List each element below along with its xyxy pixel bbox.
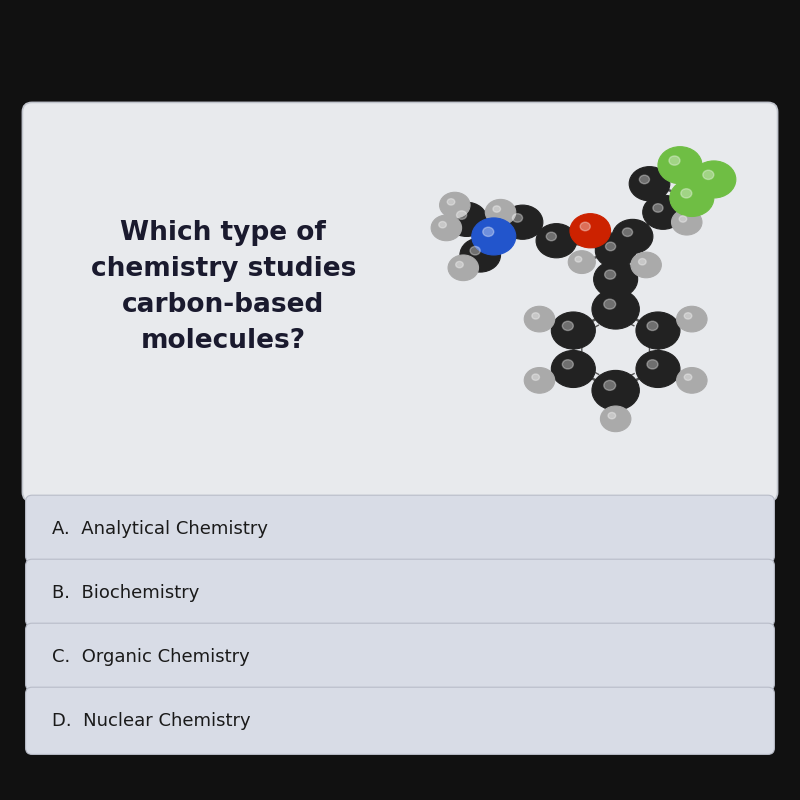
FancyBboxPatch shape (22, 102, 778, 502)
FancyBboxPatch shape (26, 559, 774, 626)
Text: A.  Analytical Chemistry: A. Analytical Chemistry (52, 520, 268, 538)
Text: D.  Nuclear Chemistry: D. Nuclear Chemistry (52, 712, 250, 730)
Text: C.  Organic Chemistry: C. Organic Chemistry (52, 648, 250, 666)
FancyBboxPatch shape (26, 687, 774, 754)
Text: B.  Biochemistry: B. Biochemistry (52, 584, 199, 602)
Text: Which type of
chemistry studies
carbon-based
molecules?: Which type of chemistry studies carbon-b… (90, 220, 356, 354)
FancyBboxPatch shape (26, 623, 774, 690)
FancyBboxPatch shape (26, 495, 774, 562)
